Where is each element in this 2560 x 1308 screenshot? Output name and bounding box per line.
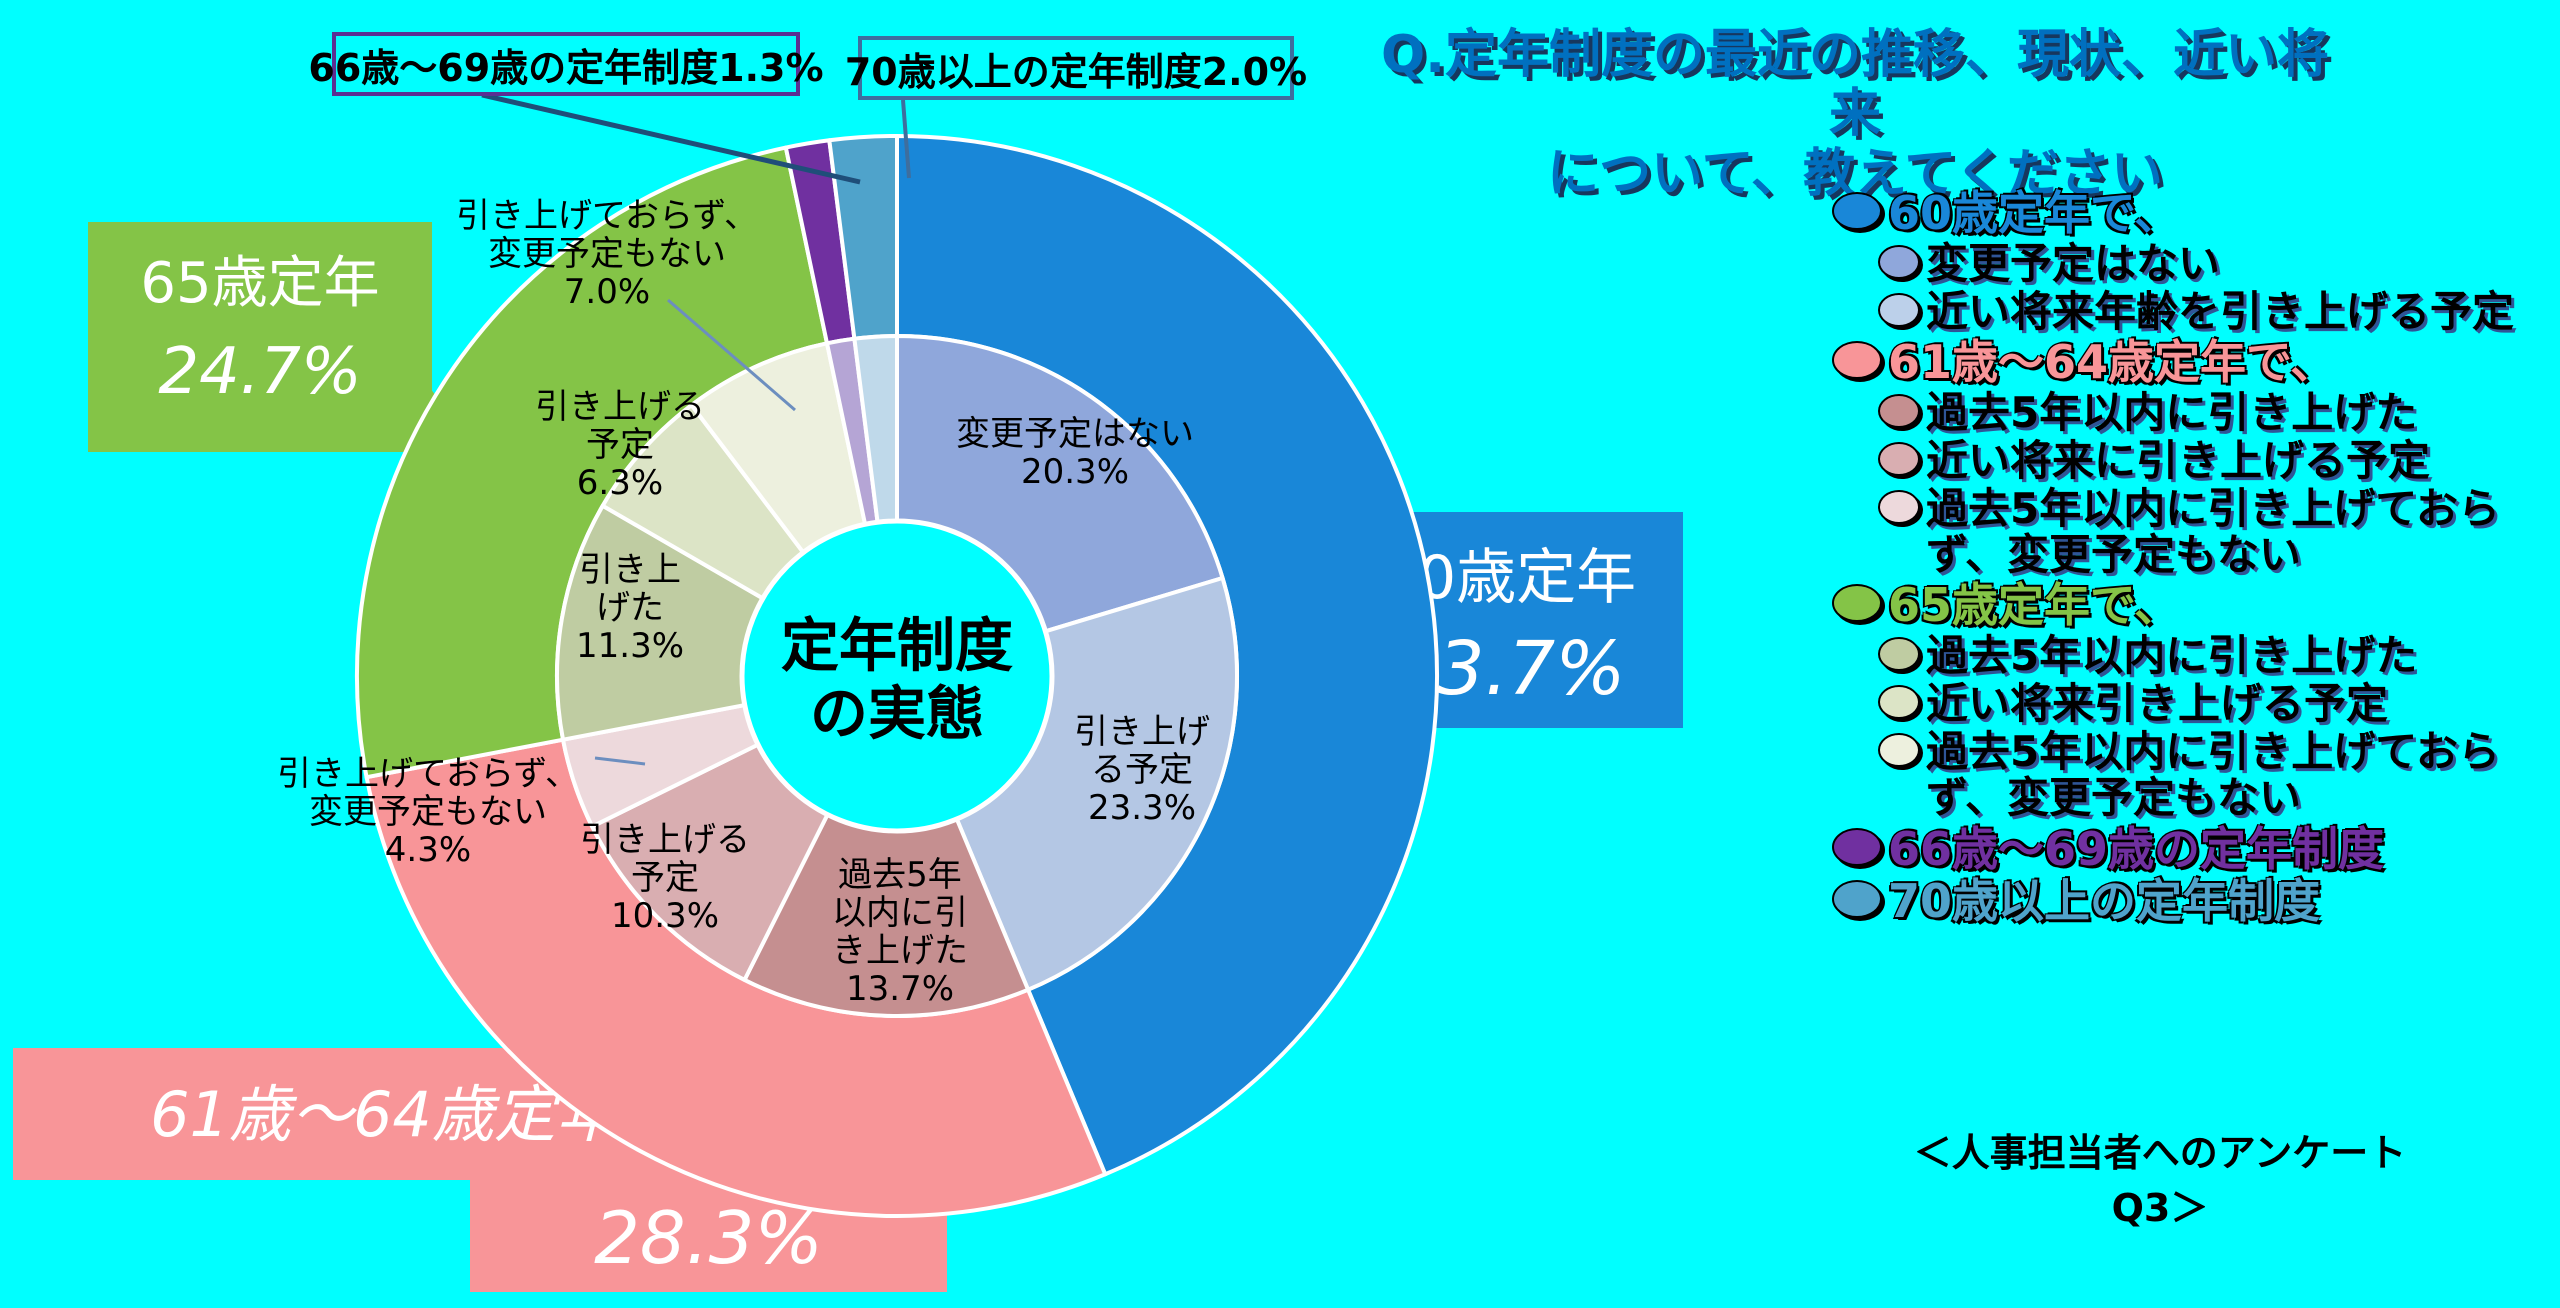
legend-swatch-icon [1832, 827, 1882, 866]
legend: 60歳定年で、 変更予定はない 近い将来年齢を引き上げる予定 61歳～64歳定年で、過… [1832, 188, 2532, 929]
legend-item-label: 66歳～69歳の定年制度 [1888, 821, 2385, 876]
donut-center-title-line2: の実態 [809, 680, 985, 748]
legend-swatch-icon [1878, 685, 1920, 720]
legend-item-8: 過去5年以内に引き上げた [1832, 630, 2532, 680]
legend-item-1: 変更予定はない [1832, 238, 2532, 288]
slice-label-61-raised: 過去5年 以内に引 き上げた 13.7% [832, 854, 968, 1010]
legend-swatch-icon [1832, 192, 1882, 230]
legend-item-10: 過去5年以内に引き上げておらず、変更予定もない [1832, 729, 2532, 821]
legend-item-2: 近い将来年齢を引き上げる予定 [1832, 286, 2532, 336]
legend-swatch-icon [1832, 880, 1882, 919]
slice-label-65-raise-plan: 引き上げる 予定 6.3% [535, 386, 705, 504]
legend-item-label: 70歳以上の定年制度 [1888, 874, 2321, 929]
donut-center-title: 定年制度 の実態 [781, 612, 1013, 749]
legend-swatch-icon [1878, 393, 1920, 428]
legend-item-label: 61歳～64歳定年で、 [1888, 334, 2337, 389]
legend-item-0: 60歳定年で、 [1832, 188, 2532, 239]
leader-line-66-69 [481, 92, 861, 185]
legend-item-label: 過去5年以内に引き上げた [1926, 630, 2418, 680]
callout-65-box: 65歳定年 24.7% [88, 222, 432, 452]
legend-item-label: 65歳定年で、 [1888, 578, 2181, 633]
slice-label-60-raise-plan: 引き上げ る予定 23.3% [1074, 711, 1210, 829]
legend-swatch-icon [1878, 292, 1920, 327]
slice-label-65-none: 引き上げておらず、 変更予定もない 7.0% [456, 195, 758, 313]
legend-swatch-icon [1878, 441, 1920, 476]
callout-61-64-value: 28.3% [594, 1196, 823, 1280]
legend-item-label: 近い将来年齢を引き上げる予定 [1926, 286, 2515, 336]
legend-item-label: 60歳定年で、 [1888, 186, 2181, 240]
legend-swatch-icon [1878, 244, 1920, 279]
legend-item-5: 近い将来に引き上げる予定 [1832, 435, 2532, 485]
callout-65-value: 24.7% [158, 335, 362, 409]
leader-line-61-none [594, 756, 646, 766]
legend-item-3: 61歳～64歳定年で、 [1832, 337, 2532, 388]
leader-line-65-none [667, 298, 796, 412]
callout-61-64-label: 61歳～64歳定年 [150, 1078, 618, 1151]
page-title-line1: Q.定年制度の最近の推移、現状、近い将来 [1381, 25, 2329, 145]
legend-swatch-icon [1832, 340, 1882, 379]
legend-item-11: 66歳～69歳の定年制度 [1832, 824, 2532, 875]
legend-swatch-icon [1878, 489, 1920, 524]
callout-70-box: 70歳以上の定年制度2.0% [845, 36, 1307, 100]
callout-65-label: 65歳定年 [140, 251, 380, 316]
slice-label-61-raise-plan: 引き上げる 予定 10.3% [580, 819, 750, 937]
legend-item-4: 過去5年以内に引き上げた [1832, 387, 2532, 437]
callout-66-69-label: 66歳～69歳の定年制度1.3% [308, 45, 824, 90]
callout-66-69-box: 66歳～69歳の定年制度1.3% [308, 32, 824, 96]
legend-item-7: 65歳定年で、 [1832, 580, 2532, 631]
legend-item-label: 変更予定はない [1926, 238, 2221, 288]
legend-item-label: 過去5年以内に引き上げておらず、変更予定もない [1926, 727, 2500, 823]
legend-item-label: 過去5年以内に引き上げた [1926, 387, 2418, 437]
slice-label-61-none: 引き上げておらず、 変更予定もない 4.3% [277, 753, 579, 871]
legend-item-9: 近い将来引き上げる予定 [1832, 679, 2532, 729]
legend-item-label: 過去5年以内に引き上げておらず、変更予定もない [1926, 483, 2500, 580]
callout-70-label: 70歳以上の定年制度2.0% [844, 49, 1308, 94]
donut-center-title-line1: 定年制度 [780, 611, 1014, 680]
legend-item-label: 近い将来に引き上げる予定 [1926, 435, 2431, 485]
slice-label-60-nochange: 変更予定はない 20.3% [956, 413, 1194, 492]
legend-swatch-icon [1832, 584, 1882, 623]
donut-hole [739, 518, 1055, 834]
survey-source-note: ＜人事担当者へのアンケート Q3＞ [1913, 1131, 2445, 1230]
legend-swatch-icon [1878, 636, 1920, 671]
leader-line-70 [901, 99, 911, 179]
legend-item-label: 近い将来引き上げる予定 [1926, 679, 2389, 729]
legend-item-12: 70歳以上の定年制度 [1832, 876, 2532, 927]
slice-label-65-raised: 引き上 げた 11.3% [575, 549, 685, 667]
legend-item-6: 過去5年以内に引き上げておらず、変更予定もない [1832, 483, 2532, 580]
legend-swatch-icon [1878, 733, 1920, 768]
page-title: Q.定年制度の最近の推移、現状、近い将来 について、教えてください [1365, 25, 2345, 204]
